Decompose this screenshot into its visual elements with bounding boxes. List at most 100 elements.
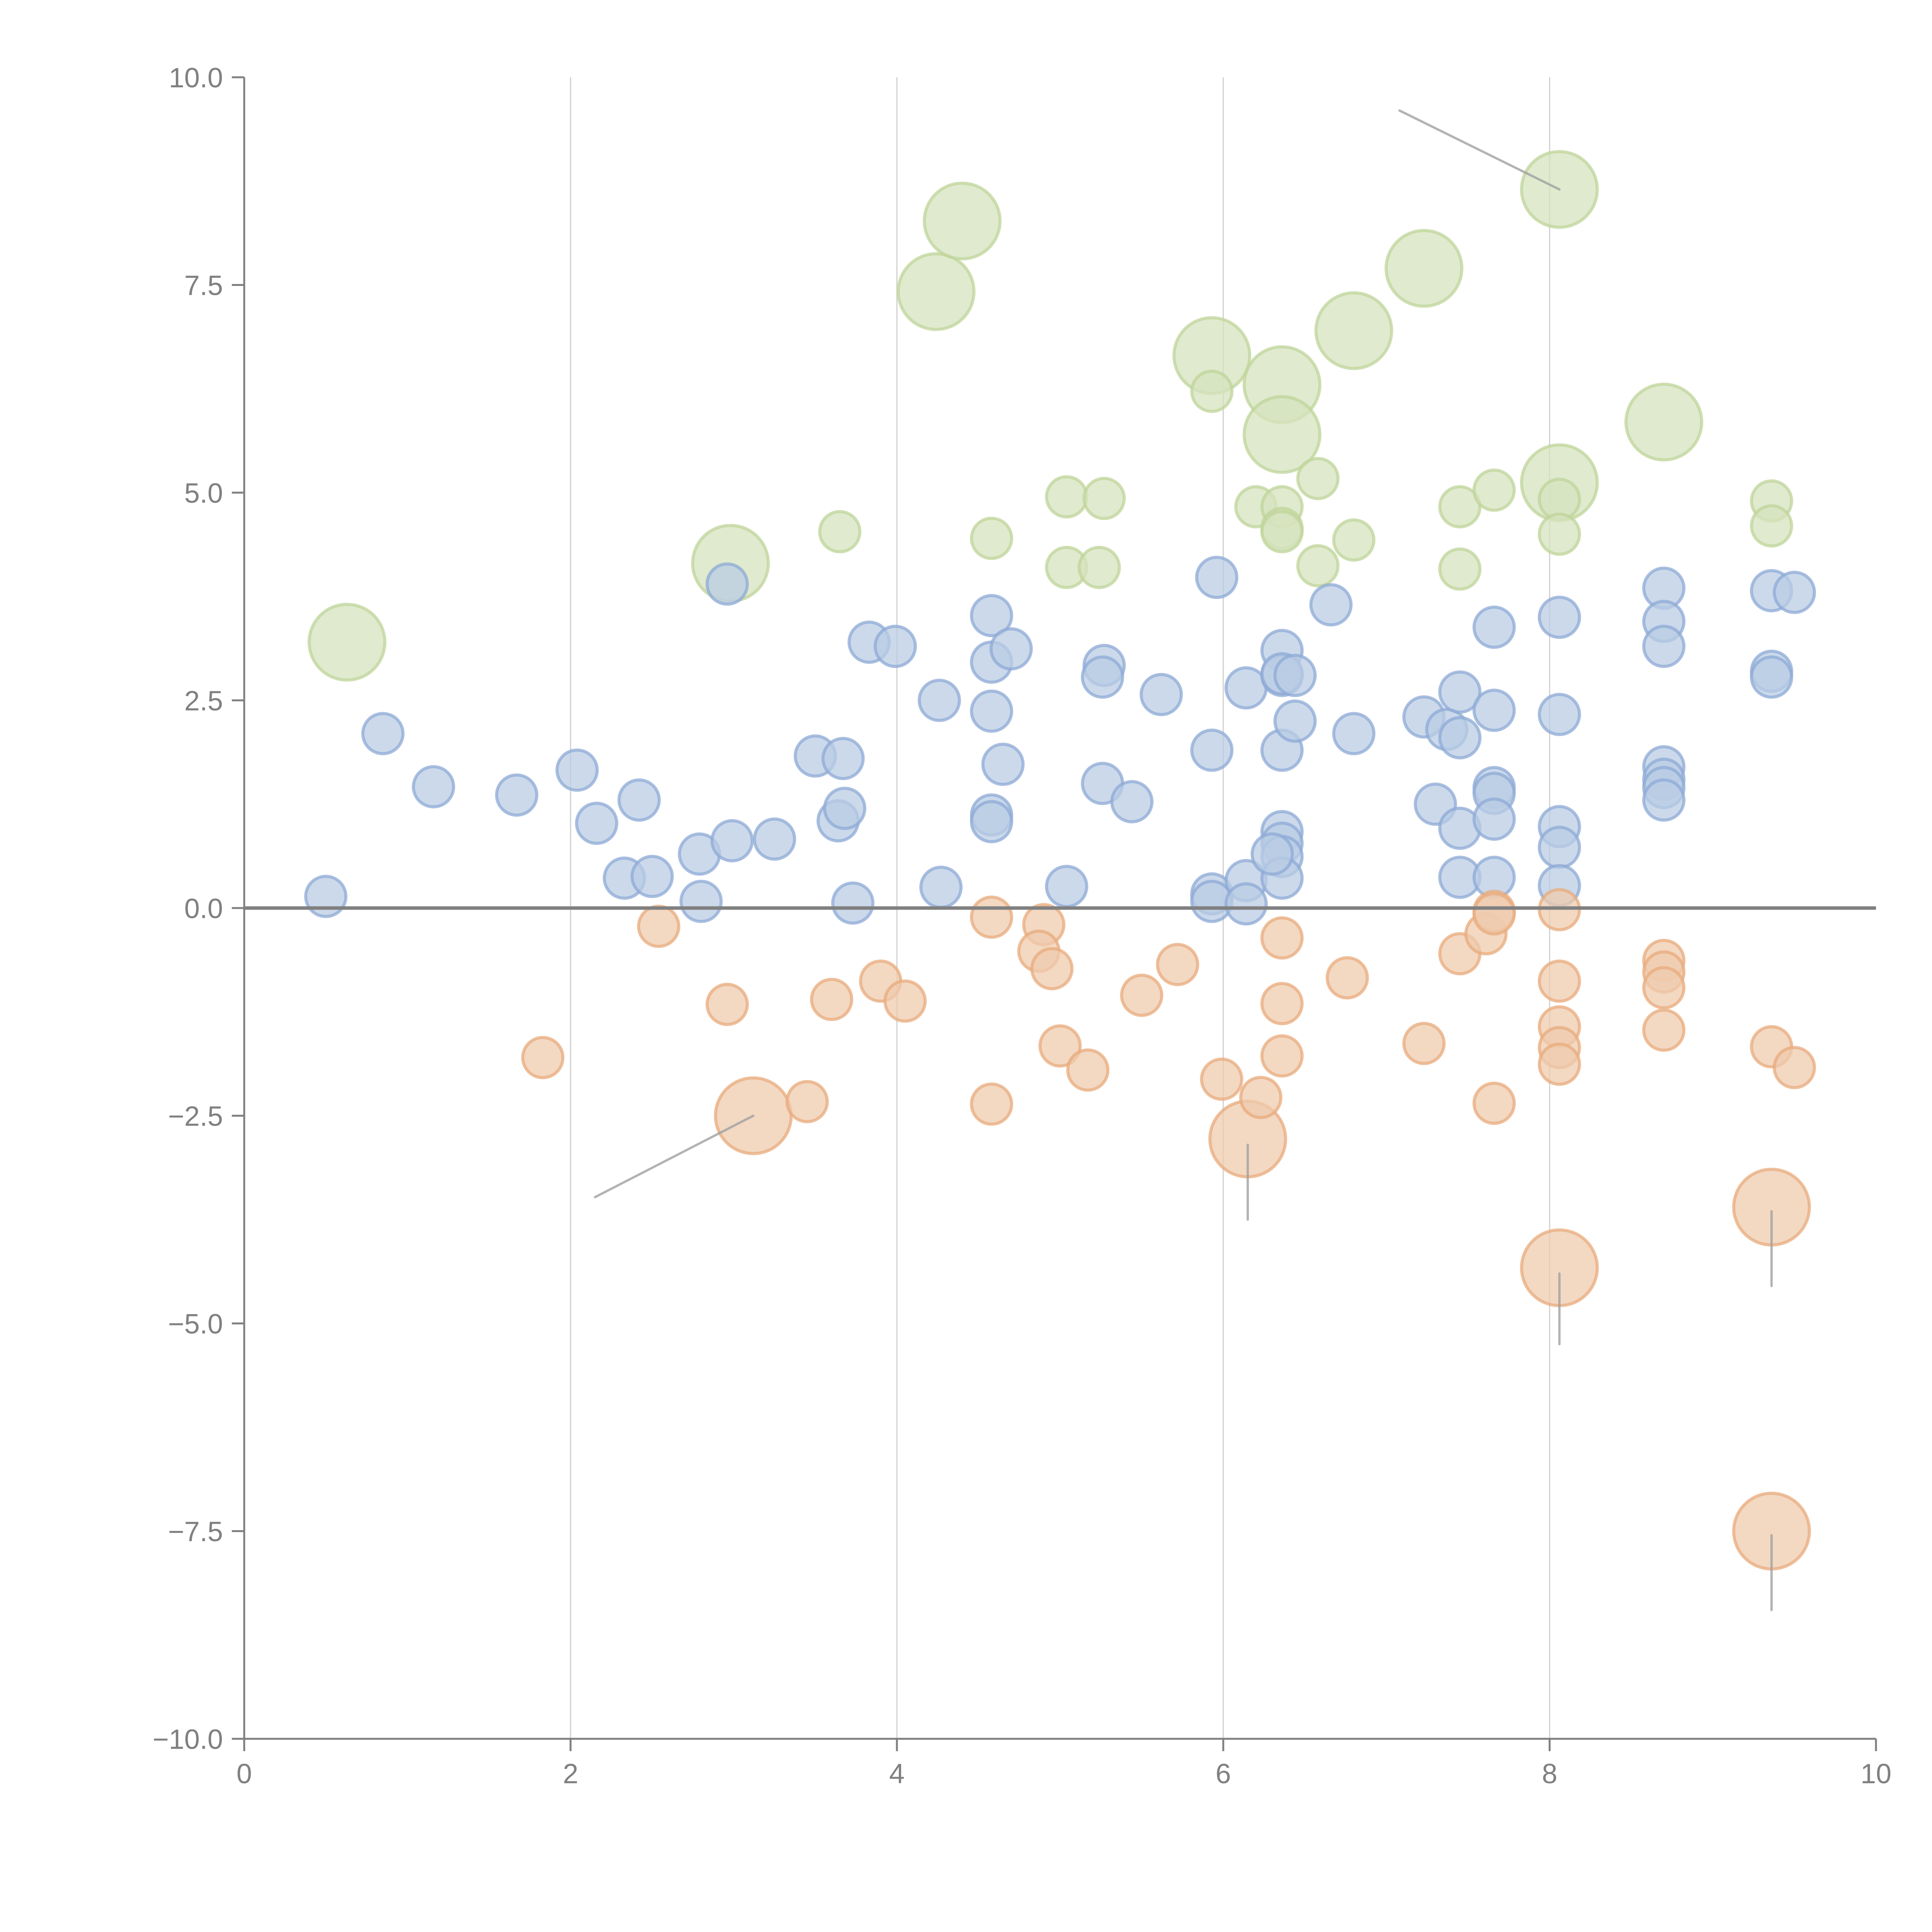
x-tick-label: 10 xyxy=(1861,1759,1891,1789)
green-point xyxy=(308,603,387,682)
green-point xyxy=(1077,546,1121,589)
green-point xyxy=(1082,477,1126,520)
blue-point xyxy=(1750,655,1793,699)
orange-point xyxy=(1772,1046,1816,1089)
orange-point xyxy=(1239,1076,1282,1119)
y-tick-label: 0.0 xyxy=(184,893,223,924)
green-point xyxy=(896,252,976,331)
orange-point xyxy=(1120,973,1163,1017)
blue-point xyxy=(970,800,1014,844)
blue-point xyxy=(1472,797,1516,841)
orange-point xyxy=(637,905,680,948)
blue-point xyxy=(1332,712,1376,755)
blue-point xyxy=(412,765,455,809)
orange-point xyxy=(706,983,749,1026)
blue-point xyxy=(630,855,674,898)
blue-point xyxy=(617,778,661,822)
y-tick-label: −2.5 xyxy=(168,1101,223,1132)
blue-point xyxy=(1537,595,1581,639)
x-tick-label: 2 xyxy=(563,1759,578,1789)
green-point xyxy=(1624,383,1704,462)
green-point xyxy=(818,510,862,554)
blue-point xyxy=(1250,832,1294,876)
data-points xyxy=(304,150,1816,1571)
blue-point xyxy=(304,874,348,918)
blue-point xyxy=(919,866,963,909)
blue-point xyxy=(917,679,961,722)
blue-point xyxy=(1642,624,1686,668)
leader-line xyxy=(594,1114,755,1199)
orange-point xyxy=(1642,966,1686,1010)
blue-point xyxy=(1045,865,1088,908)
orange-point xyxy=(1066,1048,1110,1092)
green-point xyxy=(1045,475,1088,519)
orange-point xyxy=(810,978,854,1021)
blue-point xyxy=(970,689,1014,733)
axes xyxy=(243,77,1876,1740)
orange-point xyxy=(970,895,1014,939)
green-point xyxy=(1260,510,1304,554)
green-point xyxy=(1537,512,1581,556)
blue-point xyxy=(1139,673,1183,716)
green-point xyxy=(1242,395,1321,474)
y-tick-label: −7.5 xyxy=(168,1517,223,1548)
y-tick-label: 10.0 xyxy=(169,63,223,94)
y-tick-label: 5.0 xyxy=(184,478,223,509)
blue-point xyxy=(831,881,875,925)
green-point xyxy=(1384,229,1464,308)
orange-point xyxy=(1030,947,1074,990)
blue-point xyxy=(823,787,867,830)
green-point xyxy=(1472,468,1516,512)
blue-point xyxy=(575,801,619,845)
green-point xyxy=(1750,504,1793,548)
orange-point xyxy=(1472,892,1516,936)
blue-point xyxy=(753,817,796,861)
orange-point xyxy=(1260,1034,1304,1078)
blue-point xyxy=(1642,778,1686,822)
x-tick-label: 4 xyxy=(889,1759,905,1789)
leader-lines xyxy=(594,109,1773,1611)
green-point xyxy=(1296,544,1340,588)
blue-point xyxy=(1438,716,1482,760)
orange-point xyxy=(1260,916,1304,960)
orange-point xyxy=(1325,956,1369,1000)
blue-point xyxy=(1081,655,1124,699)
blue-point xyxy=(1273,654,1317,697)
y-axis-ticks: 10.0 7.5 5.0 2.5 0.0 −2.5 −5.0 −7.5 −10.0 xyxy=(153,63,244,1755)
y-tick-label: −5.0 xyxy=(168,1309,223,1340)
green-point xyxy=(923,181,1002,260)
blue-point xyxy=(821,737,865,780)
orange-point xyxy=(1537,959,1581,1003)
green-point xyxy=(1438,547,1482,591)
y-tick-label: 2.5 xyxy=(184,686,223,717)
blue-point xyxy=(1537,693,1581,736)
x-tick-label: 0 xyxy=(236,1759,252,1789)
green-point xyxy=(1314,291,1393,370)
blue-point xyxy=(1190,728,1234,772)
blue-point xyxy=(1772,571,1816,614)
orange-point xyxy=(1642,1009,1686,1052)
orange-point xyxy=(785,1080,829,1123)
blue-point xyxy=(1224,882,1268,926)
x-tick-label: 6 xyxy=(1216,1759,1231,1789)
orange-point xyxy=(883,979,927,1023)
blue-point xyxy=(361,712,405,755)
blue-point xyxy=(495,773,539,817)
orange-point xyxy=(1038,1024,1082,1068)
green-point xyxy=(1296,457,1340,500)
x-axis-ticks: 0 2 4 6 8 10 xyxy=(236,1739,1891,1789)
blue-point xyxy=(1224,666,1268,710)
blue-point xyxy=(1273,699,1317,743)
blue-point xyxy=(706,562,749,606)
green-point xyxy=(1332,518,1376,562)
blue-point xyxy=(1472,605,1516,649)
green-point xyxy=(970,517,1014,560)
blue-point xyxy=(1537,826,1581,869)
blue-point xyxy=(1110,780,1154,823)
green-point xyxy=(1438,485,1482,529)
orange-point xyxy=(1402,1022,1446,1065)
orange-point xyxy=(1156,943,1199,986)
blue-point xyxy=(710,819,754,862)
blue-point xyxy=(1195,556,1238,599)
